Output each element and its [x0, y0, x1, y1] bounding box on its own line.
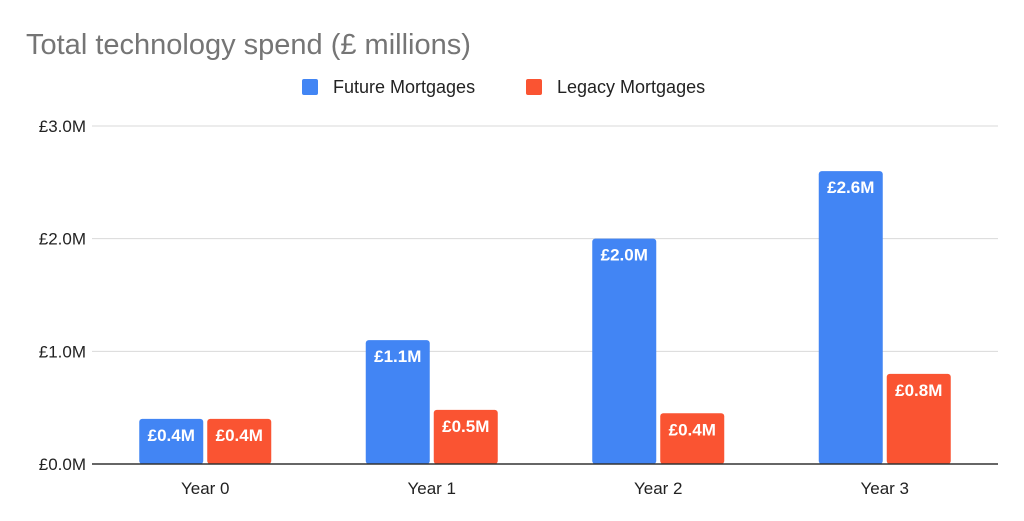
y-tick-label: £0.0M: [39, 455, 86, 474]
y-tick-label: £1.0M: [39, 342, 86, 361]
bar-legacy-mortgages-year-1: [433, 409, 498, 464]
y-axis: £0.0M £1.0M £2.0M £3.0M: [39, 117, 86, 474]
x-tick-label: Year 0: [181, 479, 230, 498]
legend: Future Mortgages Legacy Mortgages: [302, 77, 705, 97]
bar-data-label: £0.4M: [148, 426, 195, 445]
bar-future-mortgages-year-0: [139, 418, 204, 464]
legend-swatch-legacy-mortgages: [526, 79, 542, 95]
bar-data-label: £2.0M: [601, 246, 648, 265]
legend-label-legacy-mortgages: Legacy Mortgages: [557, 77, 705, 97]
x-tick-label: Year 2: [634, 479, 683, 498]
bar-data-label: £1.1M: [374, 347, 421, 366]
bar-data-label: £0.5M: [442, 417, 489, 436]
bar-future-mortgages-year-2: [592, 238, 657, 464]
bar-legacy-mortgages-year-3: [886, 373, 951, 464]
y-tick-label: £3.0M: [39, 117, 86, 136]
x-axis: Year 0 Year 1 Year 2 Year 3: [92, 463, 998, 498]
bar-legacy-mortgages-year-0: [207, 418, 272, 464]
bar-legacy-mortgages-year-2: [660, 413, 725, 464]
bar-data-label: £2.6M: [827, 178, 874, 197]
bar-data-label: £0.8M: [895, 381, 942, 400]
bar-future-mortgages-year-1: [365, 340, 430, 464]
y-tick-label: £2.0M: [39, 230, 86, 249]
chart-title: Total technology spend (£ millions): [26, 29, 471, 61]
bar-data-label: £0.4M: [669, 420, 716, 439]
bars: £0.4M £0.4M £1.1M £0.5M £2.0M £0.4M £2.6M £0.8M: [139, 171, 951, 465]
bar-future-mortgages-year-3: [818, 171, 883, 465]
x-tick-label: Year 3: [860, 479, 909, 498]
legend-swatch-future-mortgages: [302, 79, 318, 95]
x-tick-label: Year 1: [407, 479, 456, 498]
legend-label-future-mortgages: Future Mortgages: [333, 77, 475, 97]
bar-data-label: £0.4M: [216, 426, 263, 445]
